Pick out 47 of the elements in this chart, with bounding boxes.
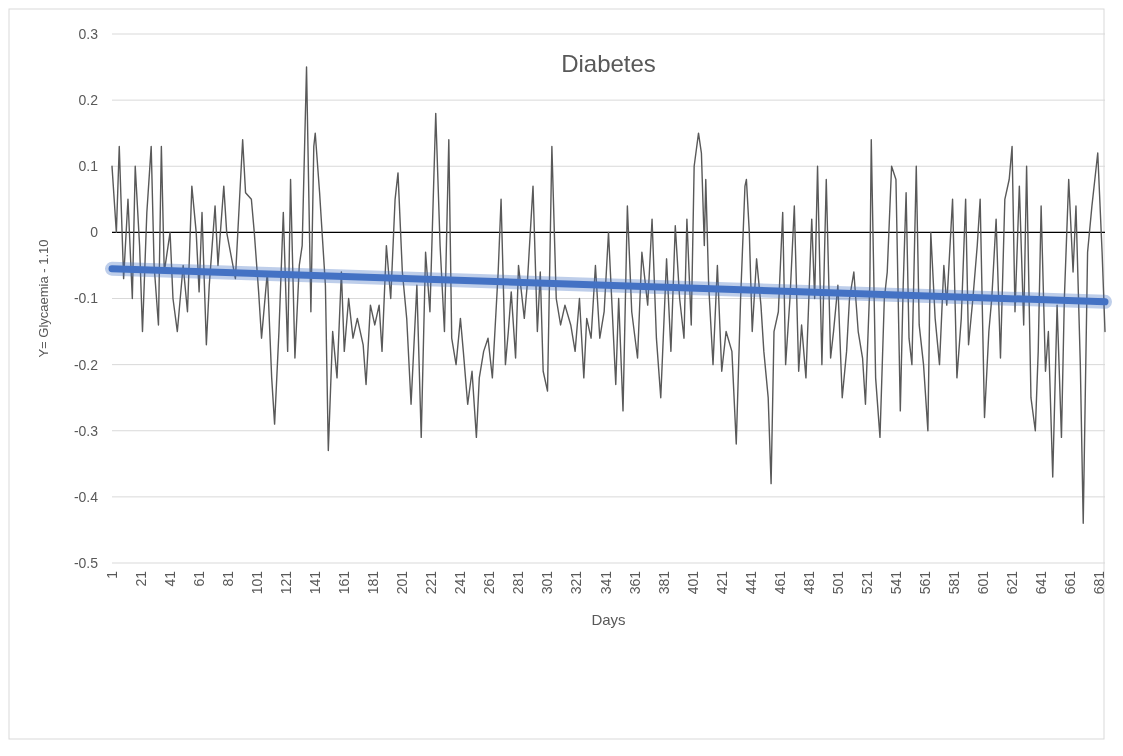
y-tick-label: 0.3 [78,25,99,42]
y-tick-label: 0 [90,224,99,241]
x-tick-label: 301 [539,570,556,595]
x-tick-label: 441 [742,570,759,595]
x-tick-label: 401 [684,570,701,595]
x-tick-label: 421 [713,570,730,595]
x-tick-label: 341 [597,570,614,595]
x-tick-label: 101 [249,570,266,595]
x-tick-label: 561 [916,570,933,595]
x-tick-label: 41 [161,570,178,587]
x-axis-title: Days [591,611,626,628]
x-tick-label: 461 [771,570,788,595]
x-tick-label: 521 [858,570,875,595]
y-axis-title: Y= Glycaemia - 1.10 [36,239,51,358]
text: Diabetes [561,50,656,77]
y-tick-label: 0.1 [78,158,99,175]
x-tick-label: 281 [510,570,527,595]
x-tick-label: 21 [132,570,149,587]
x-tick-label: 641 [1033,570,1050,595]
x-tick-label: 261 [481,570,498,595]
x-tick-label: 581 [945,570,962,595]
x-tick-label: 541 [887,570,904,595]
y-tick-label: -0.1 [73,290,99,307]
x-tick-label: 201 [394,570,411,595]
x-tick-label: 1 [103,570,120,579]
x-tick-label: 381 [655,570,672,595]
x-tick-label: 481 [800,570,817,595]
x-tick-label: 161 [336,570,353,595]
x-tick-label: 661 [1062,570,1079,595]
x-tick-label: 501 [829,570,846,595]
y-tick-label: -0.4 [73,488,99,505]
x-tick-label: 321 [568,570,585,595]
y-tick-label: -0.5 [73,554,99,571]
x-tick-label: 681 [1091,570,1108,595]
x-tick-label: 241 [452,570,469,595]
y-tick-label: -0.3 [73,422,99,439]
x-tick-label: 621 [1003,570,1020,595]
x-tick-label: 121 [278,570,295,595]
y-tick-label: 0.2 [78,92,99,109]
x-tick-label: 361 [626,570,643,595]
x-tick-label: 81 [220,570,237,587]
x-tick-label: 601 [974,570,991,595]
x-tick-label: 221 [423,570,440,595]
x-tick-label: 181 [365,570,382,595]
x-tick-label: 61 [191,570,208,587]
y-tick-label: -0.2 [73,356,99,373]
x-tick-label: 141 [307,570,324,595]
